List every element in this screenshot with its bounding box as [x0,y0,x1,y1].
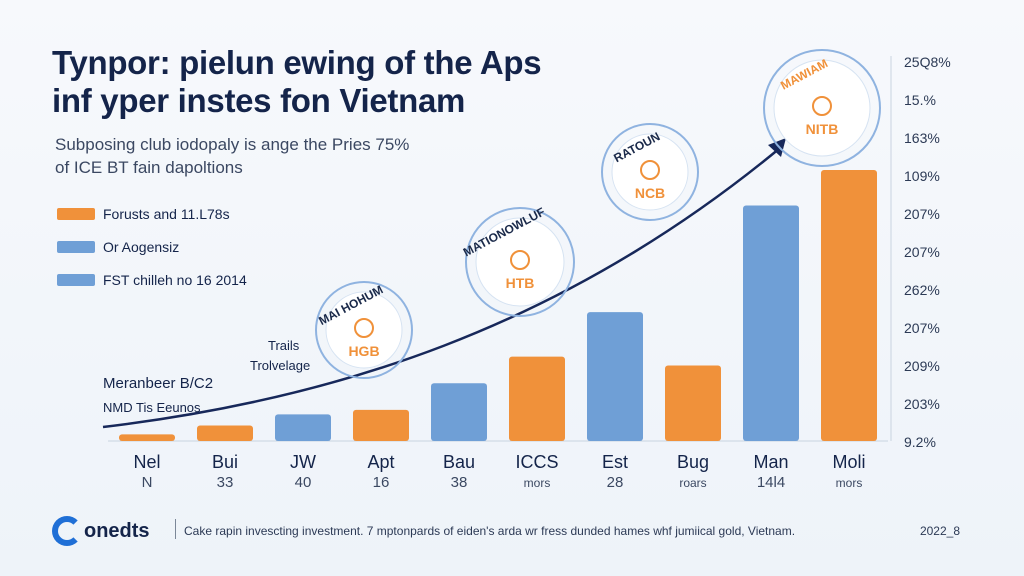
badge-label: NITB [806,121,839,137]
annotation-sublabel: NMD Tis Eeunos [103,400,201,415]
x-tick-label: Nel [133,452,160,472]
x-tick-label: Man [753,452,788,472]
bar [509,356,565,441]
x-tick-sublabel: 16 [373,474,390,491]
y-tick-label: 9.2% [904,434,936,450]
trend-line [102,147,781,429]
legend-item: FST chilleh no 16 2014 [57,271,247,289]
x-tick-sublabel: 33 [217,474,234,491]
y-tick-label: 15.% [904,92,936,108]
y-tick-label: 207% [904,206,940,222]
annotation-label: Trails [268,338,300,353]
x-tick-sublabel: 40 [295,474,312,491]
legend-label: Or Aogensiz [103,239,180,255]
badge-disc [773,59,871,157]
chart-title-line-1: Tynpor: pielun ewing of the Aps [52,44,542,81]
x-tick-sublabel: mors [836,476,863,490]
badge-icon [354,318,374,338]
x-tick-label: Moli [832,452,865,472]
trend-arrowhead [768,138,786,157]
badge-icon [640,160,660,180]
chart-title: Tynpor: pielun ewing of the Aps inf yper… [52,44,542,120]
x-tick-sublabel: roars [679,476,706,490]
footer-note: Cake rapin invescting investment. 7 mpto… [184,524,796,538]
x-tick-sublabel: 14l4 [757,474,785,491]
chart-title-line-2: inf yper instes fon Vietnam [52,82,466,119]
x-tick-label: JW [290,452,316,472]
y-tick-label: 203% [904,396,940,412]
y-tick-label: 207% [904,320,940,336]
y-tick-label: 163% [904,130,940,146]
y-tick-label: 207% [904,244,940,260]
logo-text: onedts [84,519,150,542]
badge-disc [475,217,565,307]
x-tick-label: Bui [212,452,238,472]
x-tick-label: Bau [443,452,475,472]
legend-swatch [57,241,95,253]
badge-label: NCB [635,185,665,201]
x-tick-label: ICCS [515,452,558,472]
annotation-sublabel: Trolvelage [250,358,310,373]
bar [197,425,253,441]
chart-subtitle: Subposing club iodopaly is ange the Prie… [55,133,409,179]
badge-ring [315,281,413,379]
y-tick-label: 109% [904,168,940,184]
chart-subtitle-line-2: of ICE BT fain dapoltions [55,158,243,177]
bar [431,383,487,441]
bar [743,205,799,441]
legend: Forusts and 11.L78s Or Aogensiz FST chil… [57,205,247,304]
logo-icon [52,516,82,546]
y-tick-label: 209% [904,358,940,374]
chart-subtitle-line-1: Subposing club iodopaly is ange the Prie… [55,135,410,154]
y-tick-label: 262% [904,282,940,298]
x-tick-label: Apt [367,452,394,472]
y-tick-label: 25Q8% [904,54,951,70]
x-tick-sublabel: 28 [607,474,624,491]
x-tick-sublabel: N [142,474,153,491]
badge-ring [763,49,881,167]
legend-label: Forusts and 11.L78s [103,206,230,222]
bar [119,434,175,441]
badge-ring [465,207,575,317]
x-tick-label: Bug [677,452,709,472]
x-tick-sublabel: mors [524,476,551,490]
legend-swatch [57,208,95,220]
badge-label: HTB [506,275,535,291]
x-tick-sublabel: 38 [451,474,468,491]
bar [587,312,643,441]
badge-label: HGB [348,343,379,359]
x-tick-label: Est [602,452,628,472]
bar [353,409,409,441]
bar [275,414,331,441]
badge-disc [325,291,403,369]
legend-item: Or Aogensiz [57,238,247,256]
annotation-label: Meranbeer B/C2 [103,375,213,392]
badge-icon [510,250,530,270]
bar [821,169,877,441]
bar [665,365,721,441]
badge-disc [611,133,689,211]
legend-swatch [57,274,95,286]
footer-divider [175,519,176,539]
badge-icon [812,96,832,116]
badge-ring [601,123,699,221]
brand-logo: onedts [52,516,150,546]
footer-year: 2022_8 [919,524,960,538]
legend-label: FST chilleh no 16 2014 [103,272,247,288]
legend-item: Forusts and 11.L78s [57,205,247,223]
